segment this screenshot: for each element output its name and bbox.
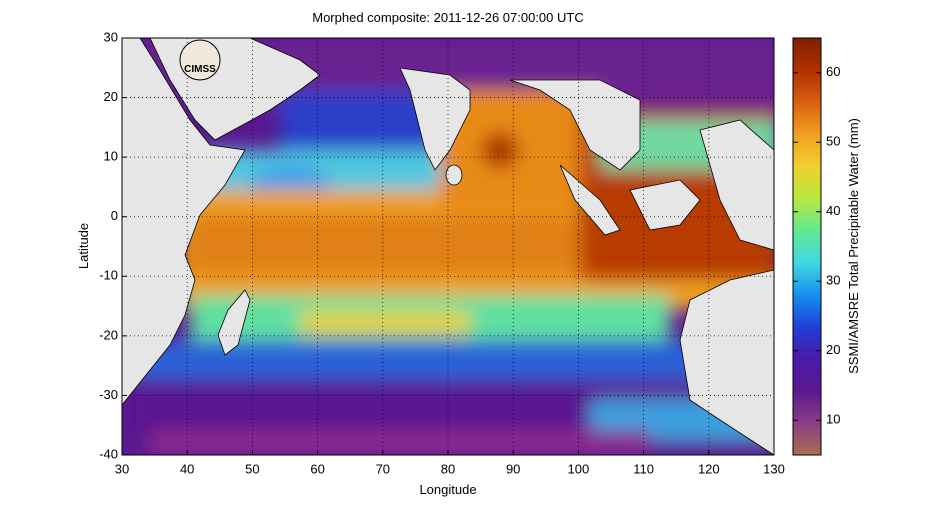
y-tick-label: -40: [99, 446, 118, 461]
logo: CIMSS: [179, 39, 221, 81]
colorbar-tick-label: 20: [826, 342, 840, 357]
colorbar-tick-label: 10: [826, 412, 840, 427]
colorbar-label: SSMI/AMSRE Total Precipitable Water (mm): [846, 118, 861, 374]
x-tick-label: 40: [180, 461, 194, 476]
colorbar: [792, 37, 822, 456]
field: [122, 38, 774, 455]
logo-text: CIMSS: [184, 64, 216, 75]
y-tick-label: -20: [99, 327, 118, 342]
y-tick-label: -30: [99, 387, 118, 402]
x-tick-label: 110: [633, 461, 654, 476]
x-tick-label: 100: [568, 461, 590, 476]
x-tick-label: 80: [441, 461, 455, 476]
colorbar-tick-label: 30: [826, 273, 840, 288]
x-tick-label: 30: [115, 461, 129, 476]
colorbar-tick-label: 40: [826, 203, 840, 218]
y-axis-label: Latitude: [76, 223, 91, 269]
y-tick-label: 30: [104, 29, 118, 44]
x-tick-label: 50: [245, 461, 259, 476]
x-tick-label: 70: [376, 461, 390, 476]
chart-title: Morphed composite: 2011-12-26 07:00:00 U…: [312, 10, 583, 25]
y-tick-label: 0: [111, 208, 118, 223]
colorbar-tick-label: 60: [826, 64, 840, 79]
x-tick-label: 120: [698, 461, 720, 476]
y-tick-label: 20: [104, 89, 118, 104]
x-axis-label: Longitude: [419, 482, 476, 497]
y-tick-label: 10: [104, 149, 118, 164]
x-tick-label: 90: [506, 461, 520, 476]
x-tick-label: 60: [310, 461, 324, 476]
colorbar-tick-label: 50: [826, 134, 840, 149]
y-tick-label: -10: [99, 268, 118, 283]
x-tick-label: 130: [763, 461, 785, 476]
